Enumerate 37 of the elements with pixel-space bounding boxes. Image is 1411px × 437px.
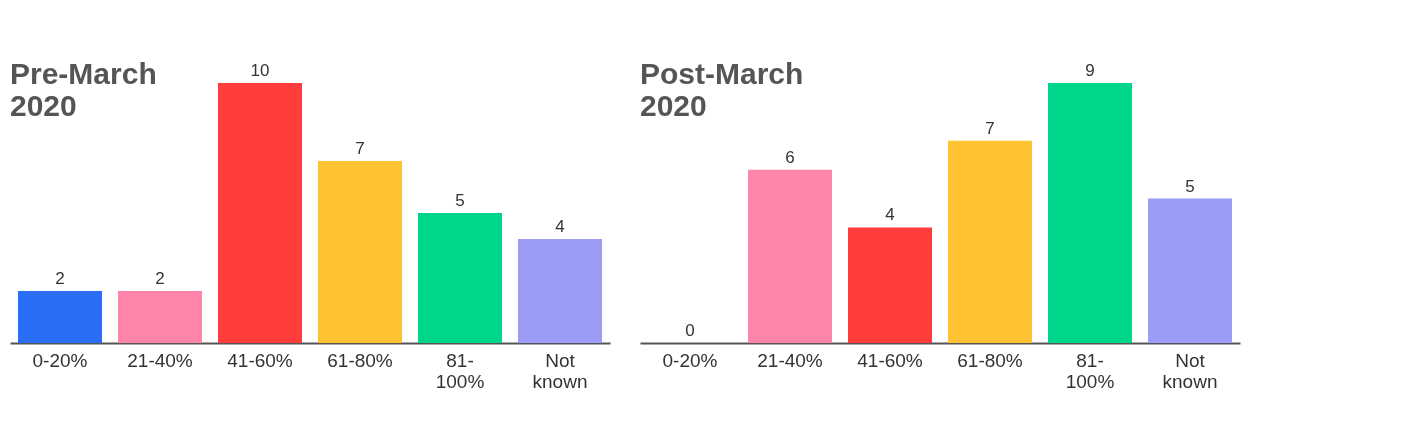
bar — [218, 83, 302, 343]
x-tick-label: 81-100% — [1065, 349, 1115, 392]
x-tick-label: 21-40% — [127, 349, 193, 371]
data-label: 5 — [455, 191, 465, 210]
x-tick-label: 0-20% — [32, 349, 88, 371]
bar — [118, 291, 202, 343]
data-label: 6 — [785, 147, 795, 167]
x-tick-label: 61-80% — [957, 349, 1023, 371]
data-label: 4 — [555, 217, 565, 236]
x-tick-label: 41-60% — [227, 349, 293, 371]
x-tick-label: Not known — [532, 349, 588, 392]
data-label: 10 — [250, 61, 270, 80]
chart-title: Pre-March 2020 — [10, 57, 157, 122]
chart-title: Post-March 2020 — [640, 57, 804, 122]
x-tick-label: 41-60% — [857, 349, 923, 371]
bar — [1148, 198, 1232, 343]
data-label: 7 — [985, 118, 995, 138]
x-tick-label: Not known — [1162, 349, 1218, 392]
bar — [948, 140, 1032, 343]
data-label: 2 — [155, 269, 165, 288]
bar — [1048, 83, 1132, 343]
bar — [18, 291, 102, 343]
data-label: 9 — [1085, 61, 1095, 80]
bar — [418, 213, 502, 343]
bar — [518, 239, 602, 343]
bar — [318, 161, 402, 343]
bar — [848, 227, 932, 343]
x-tick-label: 81-100% — [435, 349, 485, 392]
data-label: 5 — [1185, 176, 1195, 196]
x-tick-label: 21-40% — [757, 349, 823, 371]
data-label: 0 — [685, 321, 695, 340]
x-tick-label: 0-20% — [662, 349, 718, 371]
data-label: 2 — [55, 269, 65, 288]
data-label: 4 — [885, 205, 895, 225]
x-tick-label: 61-80% — [327, 349, 393, 371]
data-label: 7 — [355, 139, 365, 158]
bar — [748, 169, 832, 343]
